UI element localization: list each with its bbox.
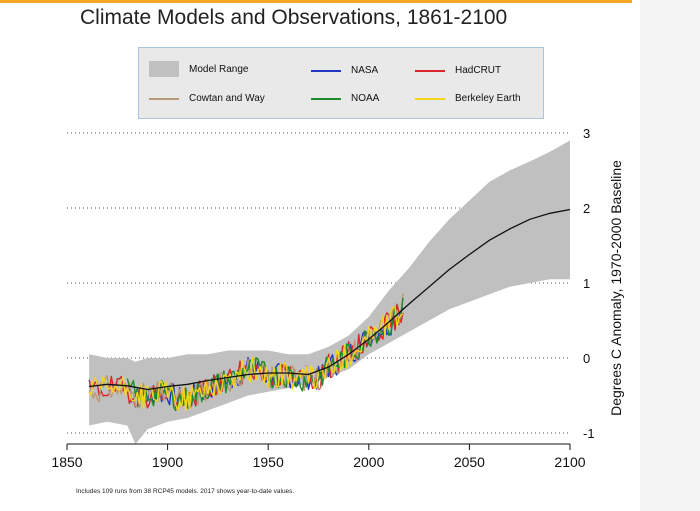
y-tick-label: 0	[583, 351, 590, 366]
series-line-noaa	[126, 297, 404, 412]
legend-label-nasa: NASA	[351, 65, 379, 76]
x-tick-label: 1850	[51, 454, 82, 470]
legend-item-noaa: NOAA	[311, 93, 379, 104]
legend: Model Range NASA HadCRUT Cowtan and Way …	[138, 47, 544, 119]
legend-item-berkeley: Berkeley Earth	[415, 93, 521, 104]
legend-label-noaa: NOAA	[351, 93, 380, 104]
legend-line-nasa	[311, 69, 341, 72]
x-tick-label: 2100	[554, 454, 585, 470]
legend-line-noaa	[311, 97, 341, 100]
y-axis-title: Degrees C Anomaly, 1970-2000 Baseline	[608, 160, 624, 416]
legend-label-model-range: Model Range	[189, 63, 249, 75]
model-range-band	[89, 140, 570, 445]
legend-swatch-model-range	[149, 61, 179, 77]
y-tick-label: 3	[583, 126, 590, 141]
right-gutter	[640, 0, 700, 511]
legend-item-hadcrut: HadCRUT	[415, 65, 501, 76]
legend-item-cowtan-way: Cowtan and Way	[149, 93, 265, 104]
x-tick-label: 2000	[353, 454, 384, 470]
x-tick-label: 1900	[152, 454, 183, 470]
legend-line-hadcrut	[415, 69, 445, 72]
series-line-berkeley-earth	[88, 306, 404, 412]
model-mean-line	[89, 208, 571, 391]
footnote: Includes 109 runs from 38 RCP45 models. …	[76, 488, 295, 495]
top-accent-bar	[0, 0, 632, 3]
legend-label-hadcrut: HadCRUT	[455, 65, 502, 76]
y-tick-label: 1	[583, 276, 590, 291]
legend-line-cowtan-way	[149, 97, 179, 100]
legend-item-nasa: NASA	[311, 65, 378, 76]
legend-label-berkeley: Berkeley Earth	[455, 93, 521, 104]
y-tick-label: 2	[583, 201, 590, 216]
y-tick-label: -1	[583, 426, 595, 441]
x-tick-label: 1950	[253, 454, 284, 470]
chart-title: Climate Models and Observations, 1861-21…	[80, 6, 508, 29]
legend-item-model-range: Model Range	[149, 61, 248, 77]
x-tick-label: 2050	[454, 454, 485, 470]
legend-line-berkeley	[415, 97, 445, 100]
legend-label-cowtan-way: Cowtan and Way	[189, 93, 265, 104]
